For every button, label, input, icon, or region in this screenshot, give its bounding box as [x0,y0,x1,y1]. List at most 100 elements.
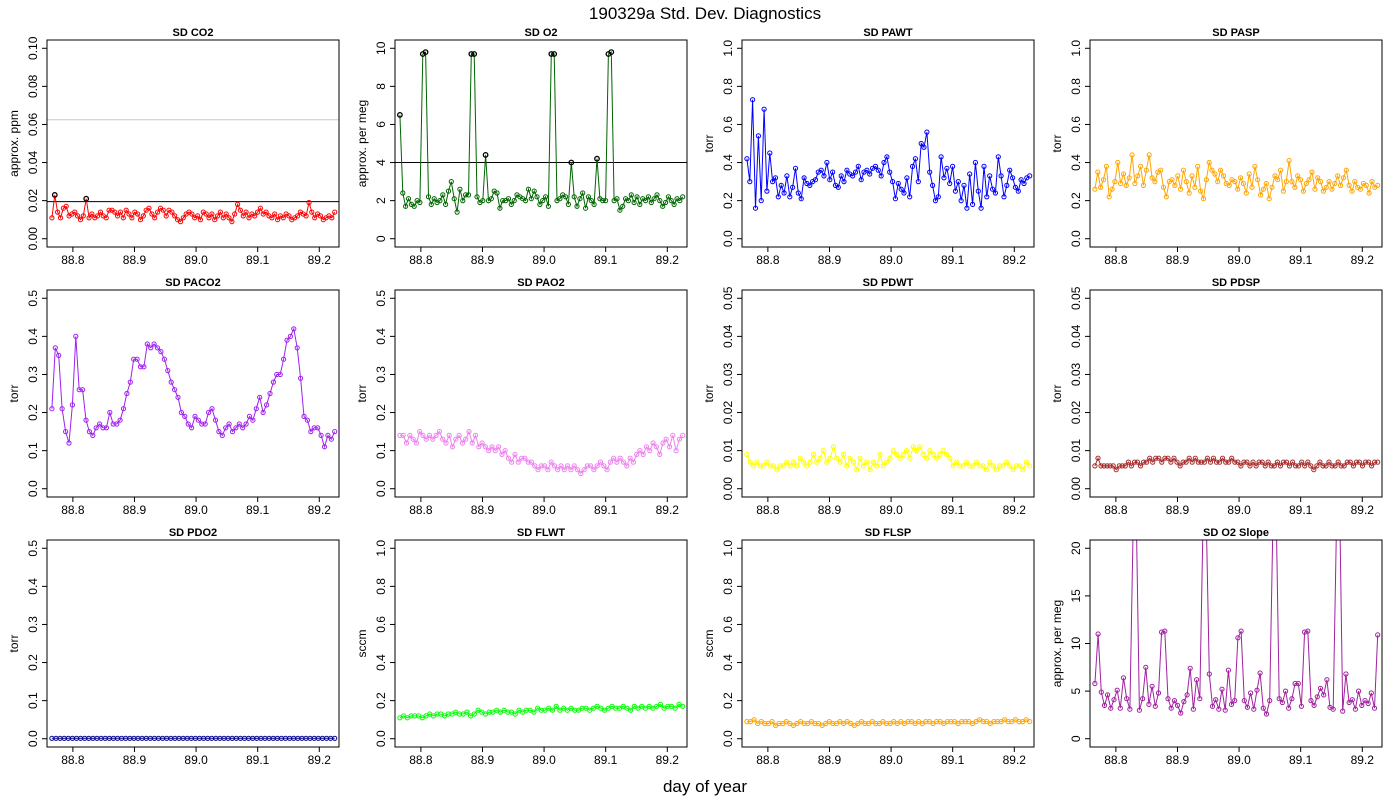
data-point [1168,459,1174,465]
data-point [123,207,129,213]
data-point [818,167,824,173]
data-point [117,209,124,215]
data-point [643,444,650,450]
data-point [531,188,537,194]
data-point [634,194,640,200]
data-point [1018,177,1024,183]
data-point [66,440,72,446]
data-point [72,209,78,215]
x-tick-label: 89.1 [1289,503,1313,517]
y-tick-label: 0.8 [721,578,735,595]
data-point [1235,186,1241,192]
data-point [1000,463,1006,469]
data-point [1359,702,1365,709]
data-point [1329,186,1335,192]
data-point [178,409,184,416]
data-point [987,173,993,179]
data-point [1248,690,1254,696]
data-point [1244,704,1251,710]
data-point [1349,188,1355,194]
data-point [980,719,986,725]
data-point [430,436,436,442]
data-point [1371,705,1378,711]
data-point [1309,169,1315,175]
data-point [937,451,943,457]
data-point [810,451,817,457]
data-point [657,451,663,457]
y-tick-label: 0.01 [1069,439,1083,463]
data-point [920,451,926,457]
data-point [1180,167,1187,173]
data-point [149,211,155,217]
data-point [1206,671,1212,677]
data-point [304,417,310,423]
data-point [1266,196,1272,202]
panel-3: SD PASP torr 0.0 0.2 0.4 0.6 0.8 1.0 88.8 88.9 89.… [1050,27,1383,267]
data-point [657,701,664,708]
data-point [1263,711,1270,717]
data-point [814,459,820,465]
data-point [1320,188,1327,194]
panel-title: SD FLWT [517,527,566,539]
data-point [784,459,790,465]
data-point [1350,463,1357,469]
series-group [1092,527,1381,717]
data-point [120,215,126,221]
x-tick-label: 89.1 [594,253,618,267]
data-point [758,198,764,204]
data-point [512,711,518,717]
y-tick-label: 0.10 [26,36,40,60]
data-point [1268,463,1274,469]
data-point [572,707,578,713]
panel-title: SD PDSP [1212,277,1260,289]
data-point [1156,455,1162,461]
data-point [309,209,315,215]
data-point [1323,463,1329,469]
data-point [890,448,896,454]
data-point [601,463,607,469]
data-point [1194,677,1200,683]
data-point [1184,692,1190,698]
data-point [75,213,81,219]
data-point [246,215,252,221]
data-point [502,448,508,454]
data-point [1246,171,1252,177]
data-point [947,180,953,187]
panel-title: SD CO2 [173,27,214,39]
y-tick-label: 0.02 [1069,401,1083,425]
data-point [1314,463,1320,469]
data-point [57,215,64,221]
flagged-point [468,51,475,57]
data-point [1209,703,1216,709]
data-point [291,326,297,332]
data-point [1023,459,1030,465]
data-point [1274,459,1281,465]
data-point [767,463,773,469]
data-point [613,705,619,711]
data-point [775,194,781,200]
data-point [1252,163,1258,169]
data-point [532,463,538,469]
series-line [746,99,1030,209]
data-point [243,209,249,215]
data-point [1010,175,1016,181]
data-point [1217,459,1223,465]
data-point [671,201,677,207]
data-point [673,448,679,454]
x-tick-label: 88.8 [409,503,433,517]
data-point [830,169,836,175]
data-point [666,444,673,450]
data-point [137,217,144,223]
data-point [202,421,208,427]
y-tick-label: 1.0 [721,40,735,57]
data-point [1192,184,1198,190]
data-point [1003,459,1010,465]
data-point [73,333,79,339]
data-point [637,448,643,454]
data-point [1131,527,1135,531]
data-point [1218,167,1224,173]
data-point [940,448,946,454]
series-group [744,97,1033,211]
data-point [479,440,485,446]
data-point [1171,455,1177,461]
